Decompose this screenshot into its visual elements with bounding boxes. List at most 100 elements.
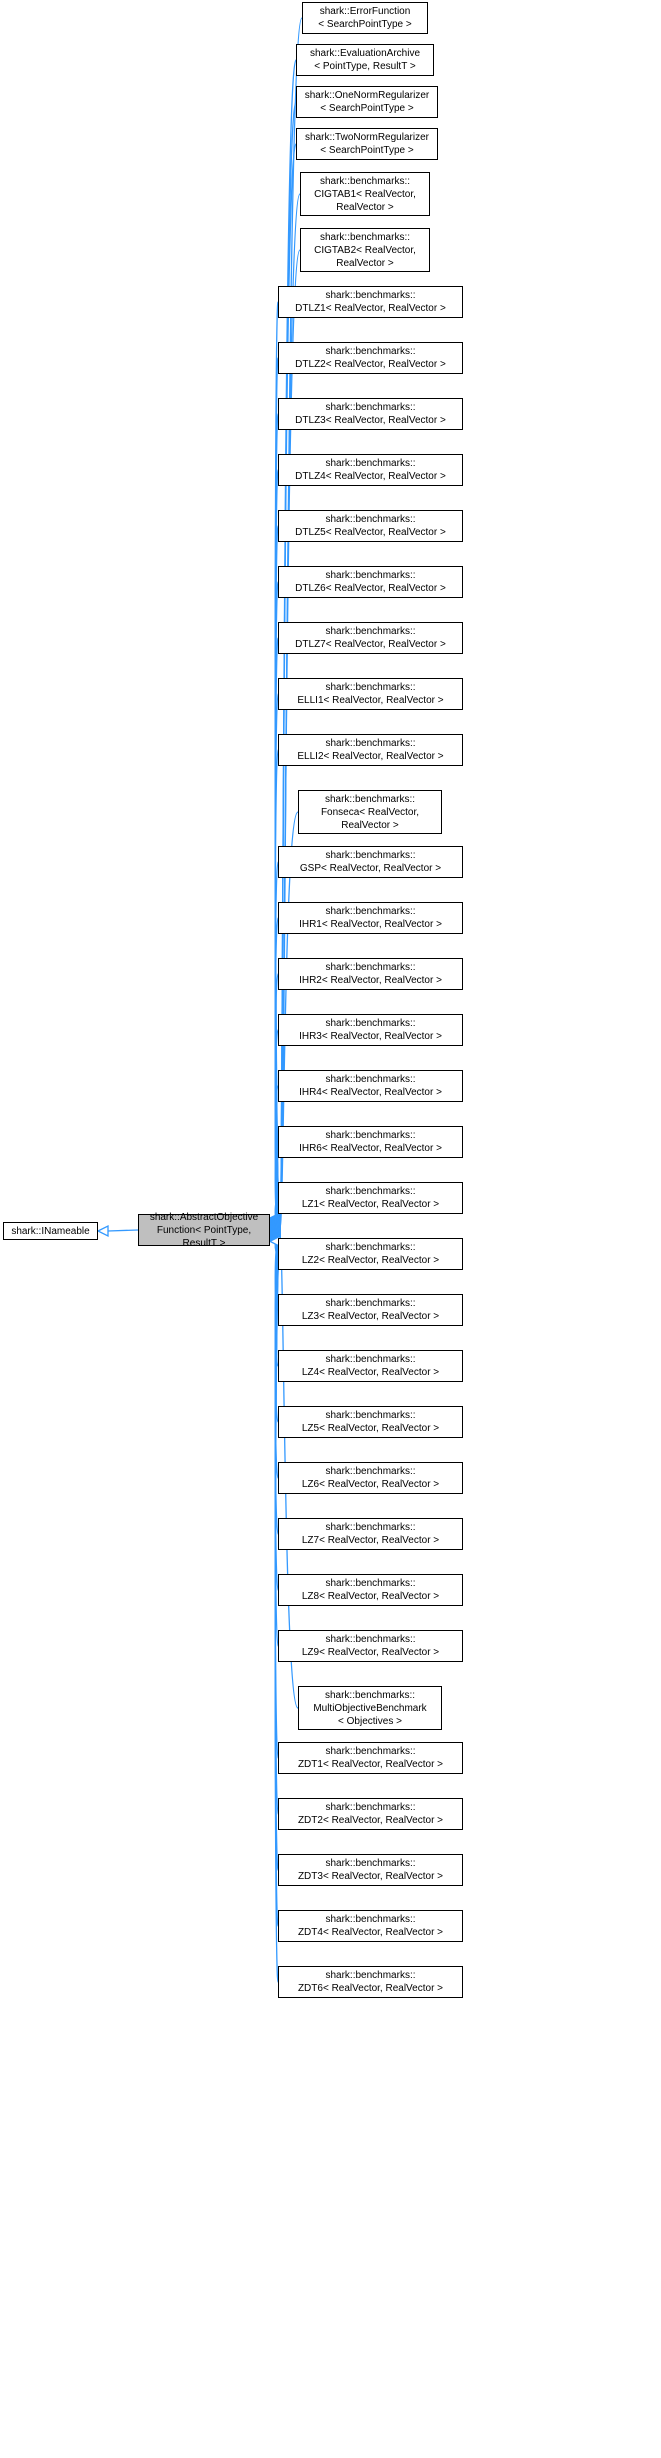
node-label: ELLI1< RealVector, RealVector >: [297, 694, 443, 707]
node-abstract-objective-function[interactable]: shark::AbstractObjectiveFunction< PointT…: [138, 1214, 270, 1246]
node-derived[interactable]: shark::benchmarks::LZ4< RealVector, Real…: [278, 1350, 463, 1382]
node-derived[interactable]: shark::TwoNormRegularizer< SearchPointTy…: [296, 128, 438, 160]
node-label: DTLZ4< RealVector, RealVector >: [295, 470, 446, 483]
node-derived[interactable]: shark::benchmarks::DTLZ1< RealVector, Re…: [278, 286, 463, 318]
node-derived[interactable]: shark::benchmarks::DTLZ3< RealVector, Re…: [278, 398, 463, 430]
node-label: shark::benchmarks::: [325, 1745, 415, 1758]
node-label: LZ8< RealVector, RealVector >: [302, 1590, 439, 1603]
node-label: LZ5< RealVector, RealVector >: [302, 1422, 439, 1435]
node-label: shark::benchmarks::: [325, 289, 415, 302]
node-label: shark::benchmarks::: [325, 1969, 415, 1982]
node-label: IHR3< RealVector, RealVector >: [299, 1030, 442, 1043]
node-derived[interactable]: shark::benchmarks::IHR2< RealVector, Rea…: [278, 958, 463, 990]
node-label: < SearchPointType >: [318, 18, 411, 31]
node-label: LZ1< RealVector, RealVector >: [302, 1198, 439, 1211]
node-label: shark::benchmarks::: [325, 625, 415, 638]
node-label: LZ7< RealVector, RealVector >: [302, 1534, 439, 1547]
node-label: LZ3< RealVector, RealVector >: [302, 1310, 439, 1323]
node-label: LZ9< RealVector, RealVector >: [302, 1646, 439, 1659]
node-label: IHR6< RealVector, RealVector >: [299, 1142, 442, 1155]
node-derived[interactable]: shark::benchmarks::DTLZ2< RealVector, Re…: [278, 342, 463, 374]
node-label: DTLZ7< RealVector, RealVector >: [295, 638, 446, 651]
node-label: shark::AbstractObjective: [150, 1211, 258, 1224]
node-derived[interactable]: shark::benchmarks::LZ9< RealVector, Real…: [278, 1630, 463, 1662]
node-label: GSP< RealVector, RealVector >: [300, 862, 441, 875]
node-label: IHR1< RealVector, RealVector >: [299, 918, 442, 931]
node-label: shark::INameable: [11, 1225, 89, 1238]
node-label: shark::benchmarks::: [325, 1017, 415, 1030]
node-label: < SearchPointType >: [320, 102, 413, 115]
node-derived[interactable]: shark::benchmarks::ELLI1< RealVector, Re…: [278, 678, 463, 710]
node-derived[interactable]: shark::benchmarks::IHR6< RealVector, Rea…: [278, 1126, 463, 1158]
node-label: DTLZ3< RealVector, RealVector >: [295, 414, 446, 427]
node-derived[interactable]: shark::benchmarks::IHR1< RealVector, Rea…: [278, 902, 463, 934]
node-label: shark::benchmarks::: [320, 231, 410, 244]
node-label: shark::benchmarks::: [325, 457, 415, 470]
node-label: RealVector >: [341, 819, 399, 832]
node-label: ZDT6< RealVector, RealVector >: [298, 1982, 443, 1995]
node-derived[interactable]: shark::benchmarks::ZDT6< RealVector, Rea…: [278, 1966, 463, 1998]
node-label: shark::benchmarks::: [325, 1409, 415, 1422]
node-label: < SearchPointType >: [320, 144, 413, 157]
node-derived[interactable]: shark::benchmarks::GSP< RealVector, Real…: [278, 846, 463, 878]
node-label: shark::benchmarks::: [325, 1577, 415, 1590]
node-label: DTLZ6< RealVector, RealVector >: [295, 582, 446, 595]
node-derived[interactable]: shark::benchmarks::DTLZ7< RealVector, Re…: [278, 622, 463, 654]
node-derived[interactable]: shark::benchmarks::LZ1< RealVector, Real…: [278, 1182, 463, 1214]
node-label: MultiObjectiveBenchmark: [313, 1702, 426, 1715]
node-derived[interactable]: shark::benchmarks::ZDT3< RealVector, Rea…: [278, 1854, 463, 1886]
node-derived[interactable]: shark::benchmarks::LZ6< RealVector, Real…: [278, 1462, 463, 1494]
node-label: shark::benchmarks::: [325, 793, 415, 806]
node-derived[interactable]: shark::OneNormRegularizer< SearchPointTy…: [296, 86, 438, 118]
node-label: DTLZ2< RealVector, RealVector >: [295, 358, 446, 371]
node-label: shark::OneNormRegularizer: [305, 89, 430, 102]
node-label: shark::benchmarks::: [325, 1801, 415, 1814]
node-label: shark::benchmarks::: [325, 569, 415, 582]
node-label: shark::benchmarks::: [325, 1521, 415, 1534]
node-label: shark::benchmarks::: [325, 1689, 415, 1702]
node-inameable[interactable]: shark::INameable: [3, 1222, 98, 1240]
node-label: shark::benchmarks::: [325, 849, 415, 862]
node-label: Fonseca< RealVector,: [321, 806, 419, 819]
node-derived[interactable]: shark::benchmarks::DTLZ4< RealVector, Re…: [278, 454, 463, 486]
node-label: shark::benchmarks::: [325, 1353, 415, 1366]
node-derived[interactable]: shark::benchmarks::ZDT4< RealVector, Rea…: [278, 1910, 463, 1942]
node-label: shark::benchmarks::: [325, 1129, 415, 1142]
node-label: shark::benchmarks::: [325, 905, 415, 918]
node-label: Function< PointType, ResultT >: [144, 1224, 264, 1250]
node-derived[interactable]: shark::benchmarks::IHR3< RealVector, Rea…: [278, 1014, 463, 1046]
node-label: shark::benchmarks::: [325, 513, 415, 526]
node-label: IHR2< RealVector, RealVector >: [299, 974, 442, 987]
node-label: shark::benchmarks::: [325, 1857, 415, 1870]
node-derived[interactable]: shark::benchmarks::CIGTAB1< RealVector, …: [300, 172, 430, 216]
node-derived[interactable]: shark::benchmarks::ZDT2< RealVector, Rea…: [278, 1798, 463, 1830]
node-label: IHR4< RealVector, RealVector >: [299, 1086, 442, 1099]
node-derived[interactable]: shark::benchmarks::ELLI2< RealVector, Re…: [278, 734, 463, 766]
node-label: shark::benchmarks::: [325, 1073, 415, 1086]
node-label: RealVector >: [336, 257, 394, 270]
node-derived[interactable]: shark::benchmarks::ZDT1< RealVector, Rea…: [278, 1742, 463, 1774]
node-label: shark::TwoNormRegularizer: [305, 131, 429, 144]
node-label: shark::benchmarks::: [325, 345, 415, 358]
node-derived[interactable]: shark::EvaluationArchive< PointType, Res…: [296, 44, 434, 76]
node-derived[interactable]: shark::ErrorFunction< SearchPointType >: [302, 2, 428, 34]
node-derived[interactable]: shark::benchmarks::CIGTAB2< RealVector, …: [300, 228, 430, 272]
node-derived[interactable]: shark::benchmarks::DTLZ6< RealVector, Re…: [278, 566, 463, 598]
node-derived[interactable]: shark::benchmarks::LZ2< RealVector, Real…: [278, 1238, 463, 1270]
node-derived[interactable]: shark::benchmarks::IHR4< RealVector, Rea…: [278, 1070, 463, 1102]
node-derived[interactable]: shark::benchmarks::LZ3< RealVector, Real…: [278, 1294, 463, 1326]
node-label: shark::benchmarks::: [325, 737, 415, 750]
node-label: DTLZ1< RealVector, RealVector >: [295, 302, 446, 315]
node-label: shark::benchmarks::: [325, 1465, 415, 1478]
node-label: shark::benchmarks::: [325, 1633, 415, 1646]
node-derived[interactable]: shark::benchmarks::LZ5< RealVector, Real…: [278, 1406, 463, 1438]
node-derived[interactable]: shark::benchmarks::MultiObjectiveBenchma…: [298, 1686, 442, 1730]
node-derived[interactable]: shark::benchmarks::LZ7< RealVector, Real…: [278, 1518, 463, 1550]
node-label: LZ2< RealVector, RealVector >: [302, 1254, 439, 1267]
node-derived[interactable]: shark::benchmarks::DTLZ5< RealVector, Re…: [278, 510, 463, 542]
node-label: < PointType, ResultT >: [314, 60, 416, 73]
node-derived[interactable]: shark::benchmarks::Fonseca< RealVector, …: [298, 790, 442, 834]
node-label: CIGTAB2< RealVector,: [314, 244, 416, 257]
node-derived[interactable]: shark::benchmarks::LZ8< RealVector, Real…: [278, 1574, 463, 1606]
node-label: ZDT4< RealVector, RealVector >: [298, 1926, 443, 1939]
